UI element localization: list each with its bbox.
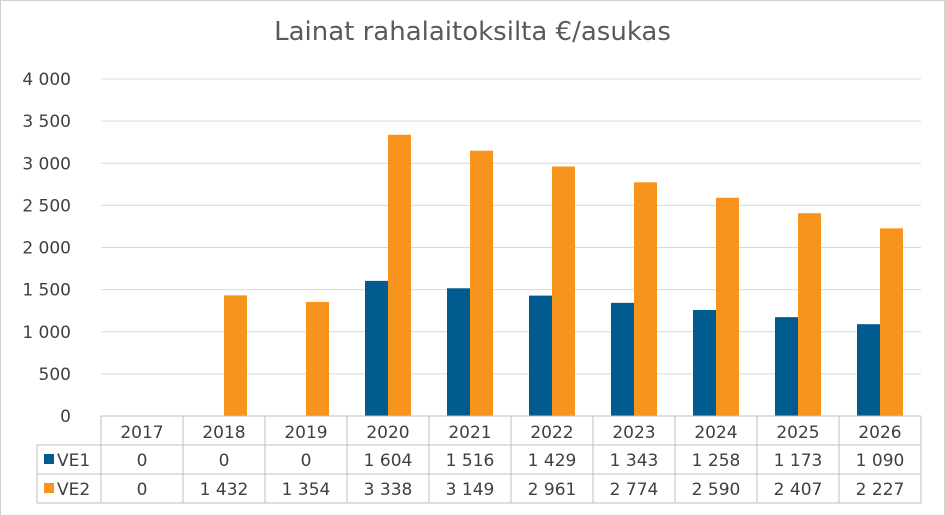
data-label: 2 774 (610, 480, 659, 500)
bar-ve1-2020 (365, 280, 388, 416)
y-tick-label: 2 500 (22, 196, 71, 216)
data-label: 1 432 (200, 480, 249, 500)
y-tick-label: 2 000 (22, 239, 71, 259)
y-tick-label: 4 000 (22, 70, 71, 90)
x-tick-label: 2018 (202, 423, 245, 443)
y-tick-label: 1 000 (22, 323, 71, 343)
bar-ve1-2023 (611, 302, 634, 416)
data-label: 0 (137, 451, 148, 471)
bar-ve1-2024 (693, 310, 716, 416)
data-label: 2 961 (528, 480, 577, 500)
bar-ve2-2026 (880, 228, 903, 416)
data-label: 1 604 (364, 451, 413, 471)
data-label: 3 338 (364, 480, 413, 500)
x-tick-label: 2020 (366, 423, 409, 443)
bar-ve2-2022 (552, 166, 575, 416)
data-label: 0 (301, 451, 312, 471)
bar-ve2-2018 (224, 295, 247, 416)
legend-label-ve1: VE1 (57, 451, 90, 471)
x-tick-label: 2025 (776, 423, 819, 443)
legend-label-ve2: VE2 (57, 480, 90, 500)
data-label: 1 258 (692, 451, 741, 471)
y-tick-label: 3 000 (22, 154, 71, 174)
chart-title: Lainat rahalaitoksilta €/asukas (274, 17, 671, 47)
bar-ve2-2019 (306, 301, 329, 416)
x-tick-label: 2023 (612, 423, 655, 443)
bar-ve2-2020 (388, 134, 411, 416)
bar-ve1-2026 (857, 324, 880, 416)
data-label: 0 (137, 480, 148, 500)
y-tick-label: 3 500 (22, 112, 71, 132)
y-tick-label: 1 500 (22, 281, 71, 301)
x-tick-label: 2021 (448, 423, 491, 443)
x-tick-label: 2024 (694, 423, 737, 443)
data-label: 3 149 (446, 480, 495, 500)
y-tick-label: 0 (60, 407, 71, 427)
legend-swatch-ve2 (44, 483, 54, 493)
legend-swatch-ve1 (44, 454, 54, 464)
data-label: 1 354 (282, 480, 331, 500)
bar-ve2-2023 (634, 182, 657, 416)
data-label: 0 (219, 451, 230, 471)
x-tick-label: 2022 (530, 423, 573, 443)
data-label: 1 090 (856, 451, 905, 471)
data-label: 1 516 (446, 451, 495, 471)
data-label: 1 429 (528, 451, 577, 471)
data-label: 1 173 (774, 451, 823, 471)
x-tick-label: 2019 (284, 423, 327, 443)
bar-ve2-2021 (470, 150, 493, 416)
bar-ve1-2021 (447, 288, 470, 416)
x-tick-label: 2017 (120, 423, 163, 443)
data-label: 2 407 (774, 480, 823, 500)
data-label: 2 590 (692, 480, 741, 500)
data-label: 1 343 (610, 451, 659, 471)
data-label: 2 227 (856, 480, 905, 500)
y-tick-label: 500 (39, 365, 71, 385)
bar-ve1-2022 (529, 295, 552, 416)
bar-ve2-2025 (798, 213, 821, 416)
bar-ve1-2025 (775, 317, 798, 416)
bar-ve2-2024 (716, 197, 739, 416)
x-tick-label: 2026 (858, 423, 901, 443)
